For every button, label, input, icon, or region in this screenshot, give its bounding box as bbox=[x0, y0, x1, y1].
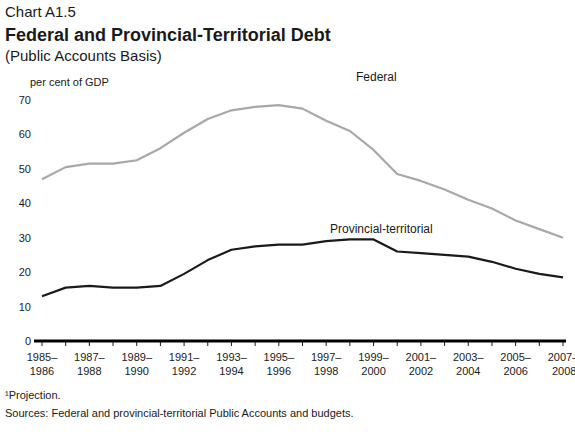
x-tick-label-line: 1985– bbox=[27, 351, 58, 363]
x-tick-label: 2001– 2002 bbox=[406, 351, 437, 377]
series-label: Federal bbox=[356, 70, 397, 84]
series-label: Provincial-territorial bbox=[330, 222, 433, 236]
title: Federal and Provincial-Territorial Debt bbox=[5, 25, 331, 45]
y-tick-label: 10 bbox=[19, 301, 31, 313]
x-tick-label-line: 1996 bbox=[267, 365, 291, 377]
x-tick-label: 1997– 1998 bbox=[311, 351, 342, 377]
x-tick-label-line: 1988 bbox=[77, 365, 101, 377]
x-tick-label-line: 1989– bbox=[121, 351, 152, 363]
y-axis-label: per cent of GDP bbox=[30, 76, 109, 88]
x-tick-label-line: 2001– bbox=[406, 351, 437, 363]
chart-label: Chart A1.5 bbox=[5, 3, 76, 20]
y-tick-label: 70 bbox=[19, 94, 31, 106]
y-tick-label: 0 bbox=[25, 335, 31, 347]
x-tick-label-line: 1990 bbox=[124, 365, 148, 377]
x-tick-label: 1993– 1994 bbox=[216, 351, 247, 377]
x-tick-label-line: 1992 bbox=[172, 365, 196, 377]
x-tick-label-line: 2004 bbox=[456, 365, 480, 377]
x-tick-label-line: 1998 bbox=[314, 365, 338, 377]
x-tick-label-line: 1991– bbox=[169, 351, 200, 363]
x-tick-label: 1989– 1990 bbox=[121, 351, 152, 377]
series-line bbox=[42, 239, 563, 296]
y-tick-label: 20 bbox=[19, 266, 31, 278]
x-tick-label: 2005– 2006 bbox=[500, 351, 531, 377]
x-tick-label: 2007– 2008¹ bbox=[548, 351, 575, 377]
x-tick-label-line: 1993– bbox=[216, 351, 247, 363]
x-tick-label-line: 2008¹ bbox=[552, 365, 575, 377]
x-tick-label-line: 1997– bbox=[311, 351, 342, 363]
series-line bbox=[42, 105, 563, 238]
x-tick-label-line: 2003– bbox=[453, 351, 484, 363]
x-tick-label: 1991– 1992 bbox=[169, 351, 200, 377]
x-tick-label-line: 1995– bbox=[264, 351, 295, 363]
x-tick-label-line: 1999– bbox=[358, 351, 389, 363]
x-axis-line bbox=[34, 340, 566, 343]
plot-area bbox=[42, 105, 563, 296]
x-tick-label-line: 2000 bbox=[361, 365, 385, 377]
chart-container: Chart A1.5 Federal and Provincial-Territo… bbox=[0, 0, 575, 435]
x-tick-label-line: 2006 bbox=[503, 365, 527, 377]
footnote: ¹Projection. bbox=[5, 389, 61, 401]
x-tick-label-line: 1986 bbox=[30, 365, 54, 377]
x-tick-label: 1999– 2000 bbox=[358, 351, 389, 377]
y-tick-label: 40 bbox=[19, 197, 31, 209]
x-tick-label-line: 1987– bbox=[74, 351, 105, 363]
x-tick-label-line: 2007– bbox=[548, 351, 575, 363]
x-tick-label: 1985– 1986 bbox=[27, 351, 58, 377]
x-tick-label: 2003– 2004 bbox=[453, 351, 484, 377]
x-tick-label-line: 2005– bbox=[500, 351, 531, 363]
y-tick-label: 50 bbox=[19, 163, 31, 175]
y-tick-label: 60 bbox=[19, 128, 31, 140]
x-tick-label-line: 1994 bbox=[219, 365, 243, 377]
subtitle: (Public Accounts Basis) bbox=[5, 47, 162, 64]
chart-svg: Chart A1.5 Federal and Provincial-Territo… bbox=[0, 0, 575, 435]
x-tick-label: 1995– 1996 bbox=[264, 351, 295, 377]
x-tick-label-line: 2002 bbox=[409, 365, 433, 377]
footnote: Sources: Federal and provincial-territor… bbox=[5, 407, 354, 419]
x-tick-label: 1987– 1988 bbox=[74, 351, 105, 377]
y-tick-label: 30 bbox=[19, 232, 31, 244]
